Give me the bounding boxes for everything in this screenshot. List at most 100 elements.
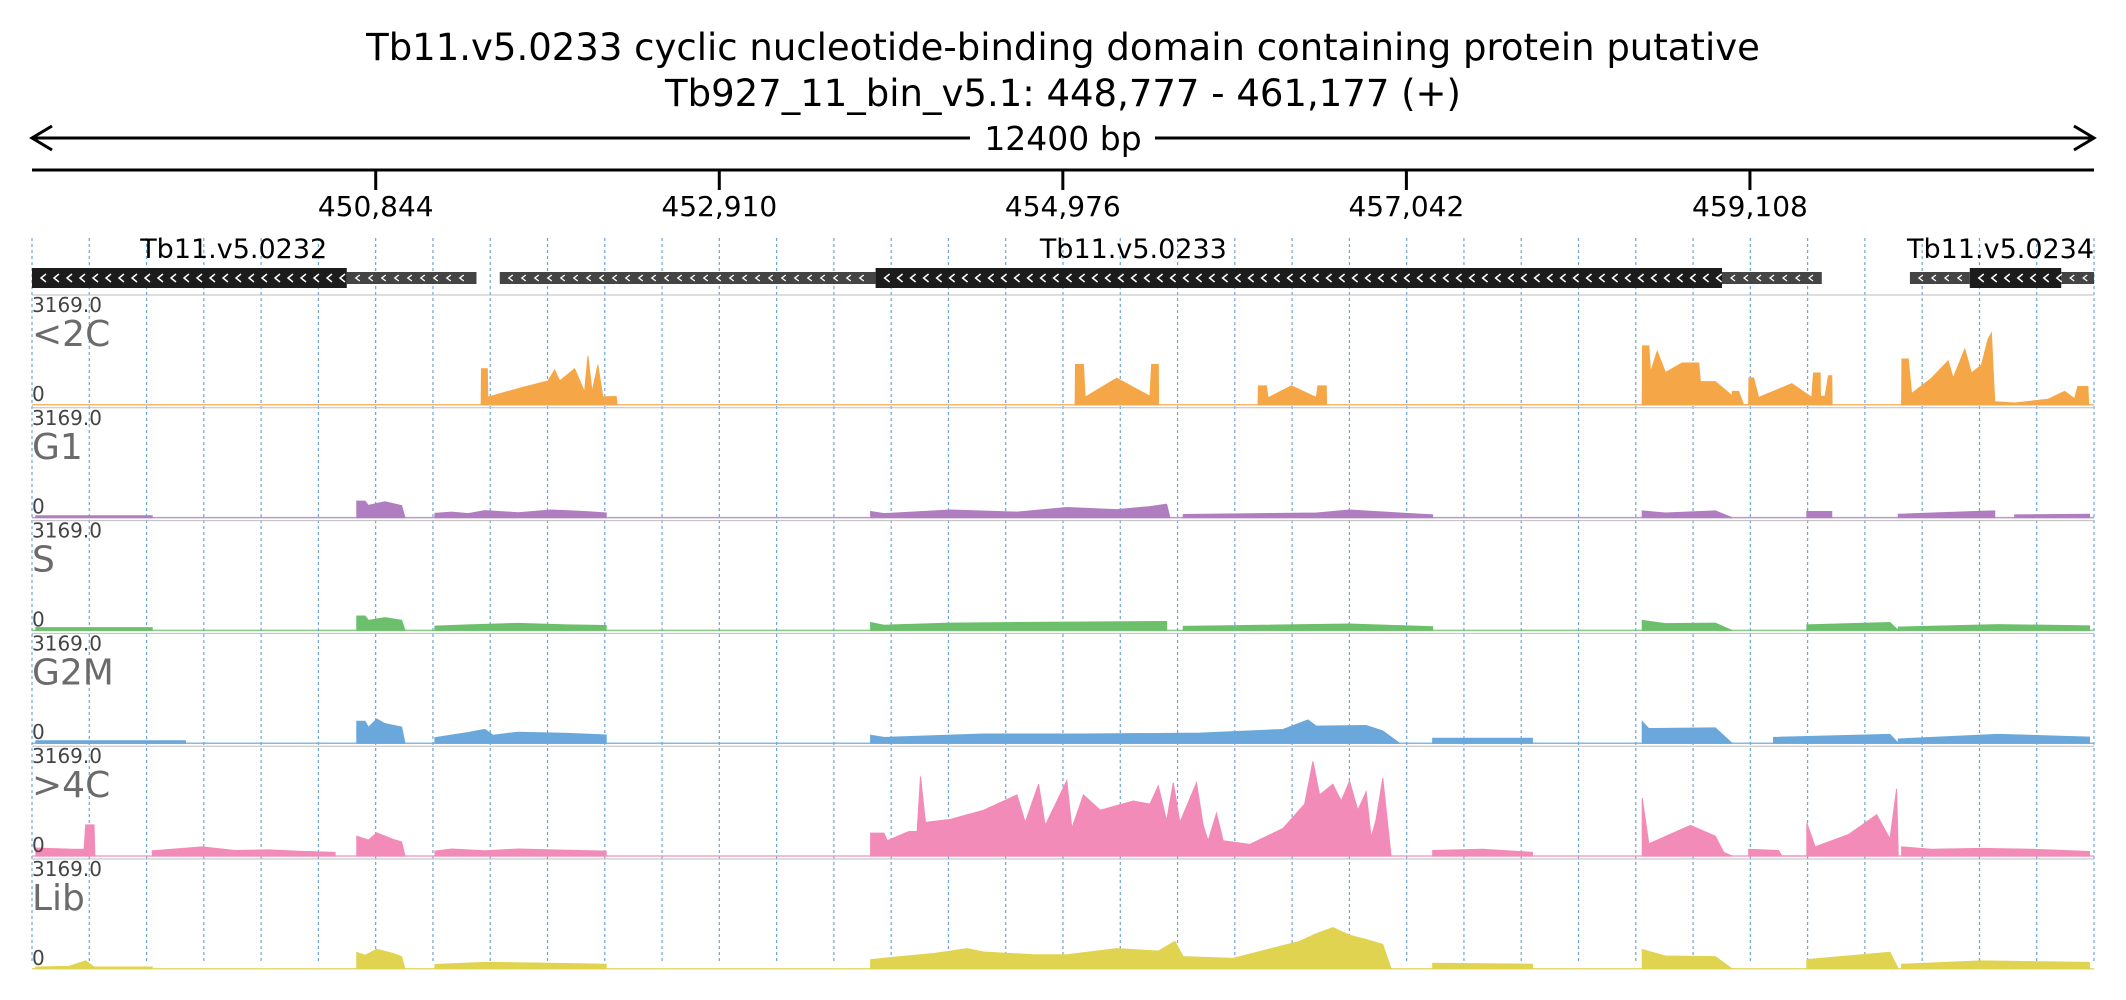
strand-chevron (1572, 273, 1580, 283)
strand-chevron (806, 274, 813, 282)
strand-chevron (1078, 273, 1086, 283)
strand-chevron (432, 274, 439, 282)
track-name-label: S (32, 540, 55, 581)
gene-utr (499, 272, 876, 284)
coverage-area (1731, 372, 1833, 406)
coverage-area (1897, 510, 1996, 519)
track-max-label: 3169.0 (32, 519, 102, 543)
track-name-label: Lib (32, 878, 85, 919)
strand-chevron (896, 273, 904, 283)
strand-chevron (1559, 273, 1567, 283)
strand-chevron (961, 273, 969, 283)
strand-chevron (974, 273, 982, 283)
strand-chevron (715, 274, 722, 282)
strand-chevron (1026, 273, 1034, 283)
strand-chevron (39, 273, 47, 283)
strand-chevron (1442, 273, 1450, 283)
strand-chevron (1917, 274, 1924, 282)
strand-chevron (169, 273, 177, 283)
gene-utr (1909, 272, 1970, 284)
coverage-area (1641, 948, 1734, 970)
coverage-area (356, 718, 406, 744)
track-min-label: 0 (32, 495, 45, 519)
grid-lines (31, 238, 2095, 962)
coverage-area (1901, 331, 2090, 406)
strand-chevron (1195, 273, 1203, 283)
coverage-area (356, 615, 406, 631)
strand-chevron (1507, 273, 1515, 283)
strand-chevron (1091, 273, 1099, 283)
coverage-area (1897, 624, 2091, 631)
ruler-ticks: 450,844 452,910 454,976 457,042 459,108 (318, 170, 1808, 223)
coverage-area (1897, 733, 2091, 744)
strand-chevron (702, 274, 709, 282)
strand-chevron (689, 274, 696, 282)
strand-chevron (1729, 274, 1736, 282)
strand-chevron (1689, 273, 1697, 283)
strand-chevron (507, 274, 514, 282)
track-max-label: 3169.0 (32, 293, 102, 317)
coverage-area (1641, 797, 1733, 857)
strand-chevron (1702, 273, 1710, 283)
gene-utr (346, 272, 477, 284)
strand-chevron (2069, 274, 2075, 282)
track-name-label: G2M (32, 652, 114, 693)
coverage-area (870, 761, 1392, 857)
coverage-track: 3169.0S 0 (32, 519, 2094, 631)
strand-chevron (1286, 273, 1294, 283)
span-indicator: 12400 bp (29, 119, 2097, 158)
strand-chevron (445, 274, 452, 282)
strand-chevron (156, 273, 164, 283)
coverage-area (1806, 510, 1833, 519)
track-name-label: >4C (32, 765, 110, 806)
coverage-area (1257, 385, 1328, 406)
strand-chevron (1429, 273, 1437, 283)
strand-chevron (367, 274, 374, 282)
strand-chevron (559, 274, 566, 282)
strand-chevron (858, 274, 865, 282)
strand-chevron (2055, 273, 2063, 283)
strand-chevron (2082, 274, 2088, 282)
strand-chevron (1598, 273, 1606, 283)
strand-chevron (1663, 273, 1671, 283)
coverage-area (1641, 510, 1733, 519)
strand-chevron (676, 274, 683, 282)
strand-chevron (845, 274, 852, 282)
track-max-label: 3169.0 (32, 857, 102, 881)
gene-label: Tb11.v5.0232 (139, 234, 327, 265)
track-min-label: 0 (32, 720, 45, 744)
coverage-area (1901, 846, 2091, 857)
strand-chevron (419, 274, 426, 282)
strand-chevron (1208, 273, 1216, 283)
strand-chevron (1273, 273, 1281, 283)
track-max-label: 3169.0 (32, 744, 102, 768)
strand-chevron (1755, 274, 1762, 282)
gene-label: Tb11.v5.0233 (1039, 234, 1227, 265)
strand-chevron (598, 274, 605, 282)
gene-cds (1969, 268, 2062, 288)
strand-chevron (130, 273, 138, 283)
coverage-area (1432, 848, 1533, 857)
track-min-label: 0 (32, 946, 45, 970)
coverage-area (434, 961, 607, 970)
ruler-tick-label: 457,042 (1348, 190, 1464, 223)
strand-chevron (1416, 273, 1424, 283)
coverage-area (1773, 733, 1900, 744)
span-arrowhead-right (2073, 124, 2097, 152)
strand-chevron (1807, 274, 1814, 282)
gene-label: Tb11.v5.0234 (1906, 234, 2094, 265)
strand-chevron (780, 274, 787, 282)
coverage-area (1806, 621, 1900, 631)
coverage-track: 3169.0G1 0 (32, 406, 2094, 519)
ruler-tick-label: 459,108 (1692, 190, 1808, 223)
strand-chevron (546, 274, 553, 282)
strand-chevron (2042, 273, 2050, 283)
coverage-area (35, 824, 96, 857)
strand-chevron (406, 274, 413, 282)
track-name-label: <2C (32, 314, 110, 355)
strand-chevron (1403, 273, 1411, 283)
strand-chevron (520, 274, 527, 282)
strand-chevron (1742, 274, 1749, 282)
strand-chevron (754, 274, 761, 282)
